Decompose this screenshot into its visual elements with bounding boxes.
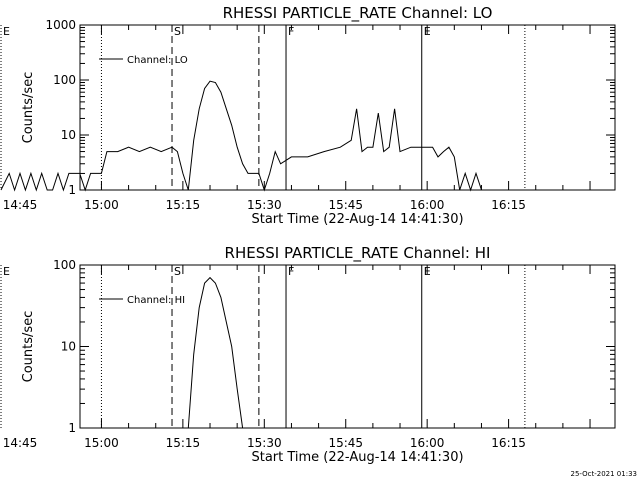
y-tick-label: 10 [61,128,76,142]
chart-title: RHESSI PARTICLE_RATE Channel: LO [223,4,493,23]
marker-label: E [424,265,431,278]
x-axis-label: Start Time (22-Aug-14 14:41:30) [251,212,463,227]
timestamp: 25-Oct-2021 01:33 [571,470,637,478]
x-tick-label: 15:45 [328,198,363,212]
x-tick-label: 15:15 [166,198,201,212]
panel-lo-channel: RHESSI PARTICLE_RATE Channel: LO 14:45 15:… [0,4,616,227]
chart-title: RHESSI PARTICLE_RATE Channel: HI [225,244,491,263]
legend-label: Channel: HI [127,295,185,306]
y-tick-label: 1 [68,183,76,197]
x-tick-label: 16:15 [491,198,526,212]
marker-label: E [3,25,10,38]
x-tick-label: 14:45 [3,436,38,450]
x-tick-label: 16:00 [410,436,445,450]
y-tick-label: 100 [53,258,76,272]
x-tick-label: 15:30 [247,198,282,212]
y-axis-label: Counts/sec [21,311,36,383]
legend-label: Channel: LO [127,55,188,66]
marker-label: S [174,25,181,38]
x-axis-label: Start Time (22-Aug-14 14:41:30) [251,450,463,465]
series-line [0,80,482,192]
y-tick-label: 1000 [45,18,76,32]
marker-label: E [424,25,431,38]
y-tick-label: 100 [53,73,76,87]
x-tick-label: 15:15 [166,436,201,450]
plot-frame [79,24,616,191]
marker-label: F [288,265,294,278]
marker-label: S [174,265,181,278]
x-tick-label: 15:00 [84,198,119,212]
series-line [187,276,244,429]
y-axis-label: Counts/sec [21,72,36,144]
x-tick-label: 15:45 [328,436,363,450]
marker-label: F [288,25,294,38]
x-tick-label: 14:45 [3,198,38,212]
x-tick-label: 15:00 [84,436,119,450]
x-tick-label: 15:30 [247,436,282,450]
marker-label: E [3,265,10,278]
y-tick-label: 1 [68,421,76,435]
panel-hi-channel: RHESSI PARTICLE_RATE Channel: HI 14:45 15:… [0,244,616,465]
x-tick-label: 16:00 [410,198,445,212]
x-tick-label: 16:15 [491,436,526,450]
y-tick-label: 10 [61,340,76,354]
